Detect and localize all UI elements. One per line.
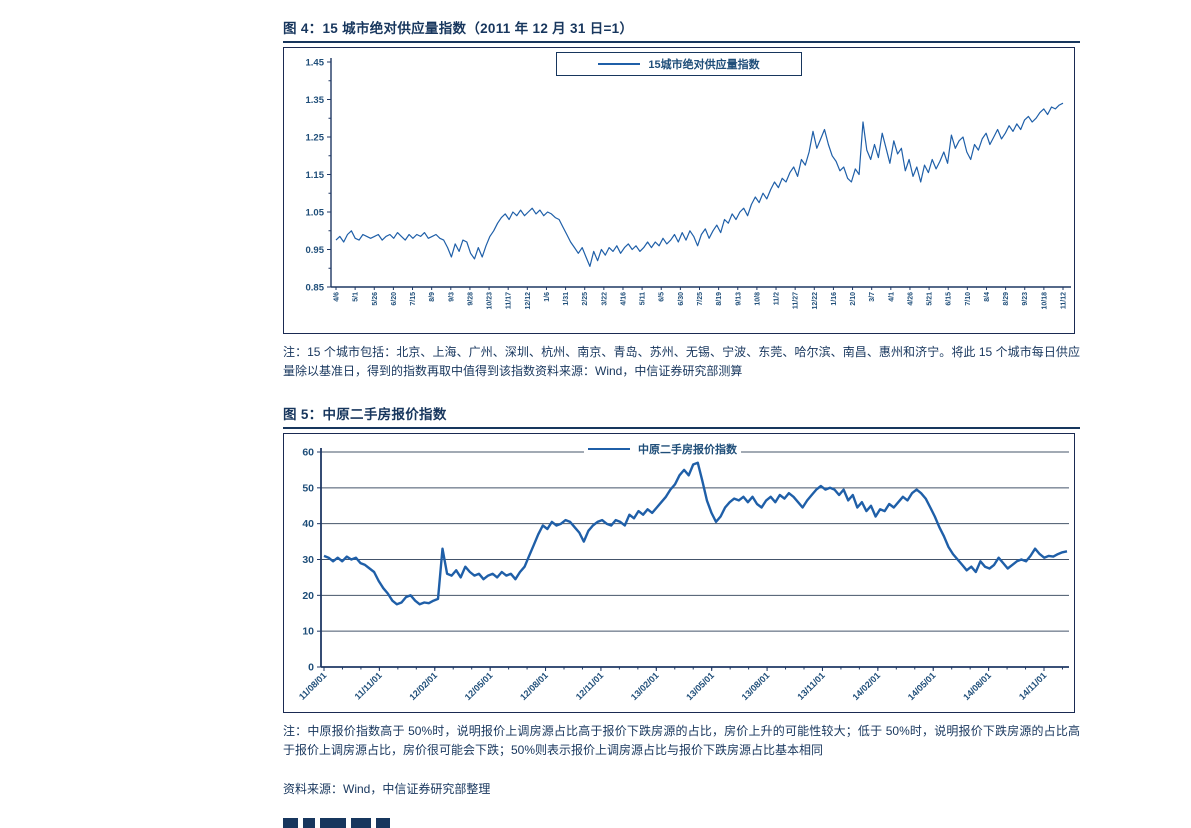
x-tick-label: 11/12 bbox=[1061, 292, 1068, 309]
x-tick-label: 12/11/01 bbox=[574, 670, 605, 701]
x-tick-label: 3/22 bbox=[601, 292, 608, 306]
figure5-chart-box: 0 10 20 30 40 50 60 11/08/01 11/11/01 12/02/01 12/… bbox=[283, 433, 1075, 713]
x-tick-label: 1/6 bbox=[544, 292, 551, 302]
x-tick-label: 14/02/01 bbox=[850, 670, 882, 702]
y-tick-label: 60 bbox=[302, 447, 314, 459]
figure5-title-rule bbox=[283, 427, 1080, 429]
x-tick-label: 5/11 bbox=[640, 292, 647, 305]
figure5-legend-line-swatch bbox=[588, 448, 630, 450]
x-tick-label: 12/12 bbox=[525, 292, 532, 310]
report-content-column: 图 4：15 城市绝对供应量指数（2011 年 12 月 31 日=1） 0.8… bbox=[283, 0, 1081, 797]
x-tick-label: 11/27 bbox=[793, 292, 800, 309]
y-tick-label: 50 bbox=[302, 482, 314, 494]
x-tick-label: 3/7 bbox=[869, 292, 876, 302]
clipped-glyph bbox=[303, 818, 315, 828]
x-tick-label: 6/5 bbox=[659, 292, 666, 302]
clipped-text-fragment bbox=[283, 818, 583, 828]
y-tick-label: 1.25 bbox=[306, 133, 325, 144]
y-tick-label: 1.15 bbox=[306, 170, 325, 181]
figure4-legend-label: 15城市绝对供应量指数 bbox=[648, 59, 760, 71]
x-tick-label: 7/15 bbox=[410, 292, 417, 306]
y-tick-label: 0 bbox=[308, 662, 314, 674]
figure4-chart: 0.85 0.95 1.05 1.15 1.25 1.35 1.45 4/6 5/1 5/26 6/… bbox=[306, 58, 1071, 310]
x-tick-label: 10/8 bbox=[754, 292, 761, 306]
chart-area: 0 10 20 30 40 50 60 11/08/01 11/11/01 12/02/01 12/… bbox=[297, 447, 1069, 702]
x-tick-label: 7/25 bbox=[697, 292, 704, 306]
x-tick-label: 9/13 bbox=[735, 292, 742, 306]
y-tick-label: 1.05 bbox=[306, 208, 325, 219]
x-tick-label: 11/17 bbox=[506, 292, 513, 309]
x-tick-label: 10/18 bbox=[1041, 292, 1048, 310]
y-tick-label: 0.85 bbox=[306, 283, 325, 294]
x-tick-label: 5/26 bbox=[372, 292, 379, 306]
figure4-note: 注：15 个城市包括：北京、上海、广州、深圳、杭州、南京、青岛、苏州、无锡、宁波… bbox=[283, 345, 1080, 378]
y-tick-label: 1.35 bbox=[306, 95, 325, 106]
x-tick-label: 4/16 bbox=[620, 292, 627, 306]
x-tick-label: 14/11/01 bbox=[1017, 670, 1048, 701]
x-tick-label: 13/02/01 bbox=[629, 670, 661, 702]
clipped-glyph bbox=[283, 818, 298, 828]
y-tick-label: 1.45 bbox=[306, 58, 325, 69]
x-tick-label: 4/1 bbox=[888, 292, 895, 302]
x-tick-label: 14/05/01 bbox=[906, 670, 938, 702]
x-tick-label: 8/19 bbox=[716, 292, 723, 306]
x-tick-label: 9/23 bbox=[1022, 292, 1029, 306]
x-tick-label: 5/21 bbox=[927, 292, 934, 306]
x-tick-label: 12/02/01 bbox=[407, 670, 439, 702]
chart-area: 0.85 0.95 1.05 1.15 1.25 1.35 1.45 4/6 5/1 5/26 6/… bbox=[306, 58, 1071, 310]
x-tick-label: 2/10 bbox=[850, 292, 857, 306]
figure5-note: 注：中原报价指数高于 50%时，说明报价上调房源占比高于报价下跌房源的占比，房价… bbox=[283, 724, 1080, 757]
x-tick-label: 8/9 bbox=[429, 292, 436, 302]
figure5-legend: 中原二手房报价指数 bbox=[584, 441, 741, 457]
x-tick-label: 1/31 bbox=[563, 292, 570, 306]
figure5-chart: 0 10 20 30 40 50 60 11/08/01 11/11/01 12/02/01 12/… bbox=[297, 447, 1069, 702]
source-line: 资料来源：Wind，中信证券研究部整理 bbox=[283, 782, 491, 796]
clipped-glyph bbox=[376, 818, 390, 828]
y-tick-label: 20 bbox=[302, 590, 314, 602]
clipped-glyph bbox=[320, 818, 346, 828]
figure4-legend: 15城市绝对供应量指数 bbox=[556, 52, 802, 76]
x-tick-label: 9/28 bbox=[467, 292, 474, 306]
x-tick-label: 12/05/01 bbox=[463, 670, 495, 702]
x-tick-label: 6/15 bbox=[946, 292, 953, 306]
x-tick-label: 12/08/01 bbox=[518, 670, 550, 702]
y-tick-label: 40 bbox=[302, 518, 314, 530]
figure4-title-rule bbox=[283, 41, 1080, 43]
x-tick-label: 6/30 bbox=[678, 292, 685, 306]
x-tick-label: 2/25 bbox=[582, 292, 589, 306]
clipped-glyph bbox=[351, 818, 371, 828]
x-tick-label: 10/23 bbox=[487, 292, 494, 310]
x-tick-label: 8/29 bbox=[1003, 292, 1010, 306]
x-tick-label: 5/1 bbox=[353, 292, 360, 302]
x-tick-label: 6/20 bbox=[391, 292, 398, 306]
series-line bbox=[323, 461, 1068, 606]
x-tick-label: 11/2 bbox=[774, 292, 781, 305]
x-tick-label: 8/4 bbox=[984, 292, 991, 302]
figure4-title: 图 4：15 城市绝对供应量指数（2011 年 12 月 31 日=1） bbox=[283, 21, 634, 36]
x-tick-label: 7/10 bbox=[965, 292, 972, 306]
x-tick-label: 4/26 bbox=[907, 292, 914, 306]
figure4-chart-box: 0.85 0.95 1.05 1.15 1.25 1.35 1.45 4/6 5/1 5/26 6/… bbox=[283, 47, 1075, 334]
x-tick-label: 14/08/01 bbox=[961, 670, 993, 702]
x-tick-label: 12/22 bbox=[812, 292, 819, 310]
figure5-legend-label: 中原二手房报价指数 bbox=[638, 444, 737, 456]
series-line bbox=[335, 102, 1064, 267]
y-tick-label: 0.95 bbox=[306, 245, 325, 256]
x-tick-label: 11/11/01 bbox=[353, 670, 384, 701]
y-tick-label: 10 bbox=[302, 626, 314, 638]
x-tick-label: 9/3 bbox=[448, 292, 455, 302]
x-tick-label: 13/11/01 bbox=[795, 670, 826, 701]
x-tick-label: 13/08/01 bbox=[740, 670, 772, 702]
x-tick-label: 13/05/01 bbox=[684, 670, 716, 702]
x-tick-label: 11/08/01 bbox=[297, 670, 328, 701]
figure4-legend-line-swatch bbox=[598, 63, 641, 65]
x-tick-label: 4/6 bbox=[334, 292, 341, 302]
figure5-title: 图 5：中原二手房报价指数 bbox=[283, 407, 447, 422]
y-tick-label: 30 bbox=[302, 554, 314, 566]
x-tick-label: 1/16 bbox=[831, 292, 838, 306]
